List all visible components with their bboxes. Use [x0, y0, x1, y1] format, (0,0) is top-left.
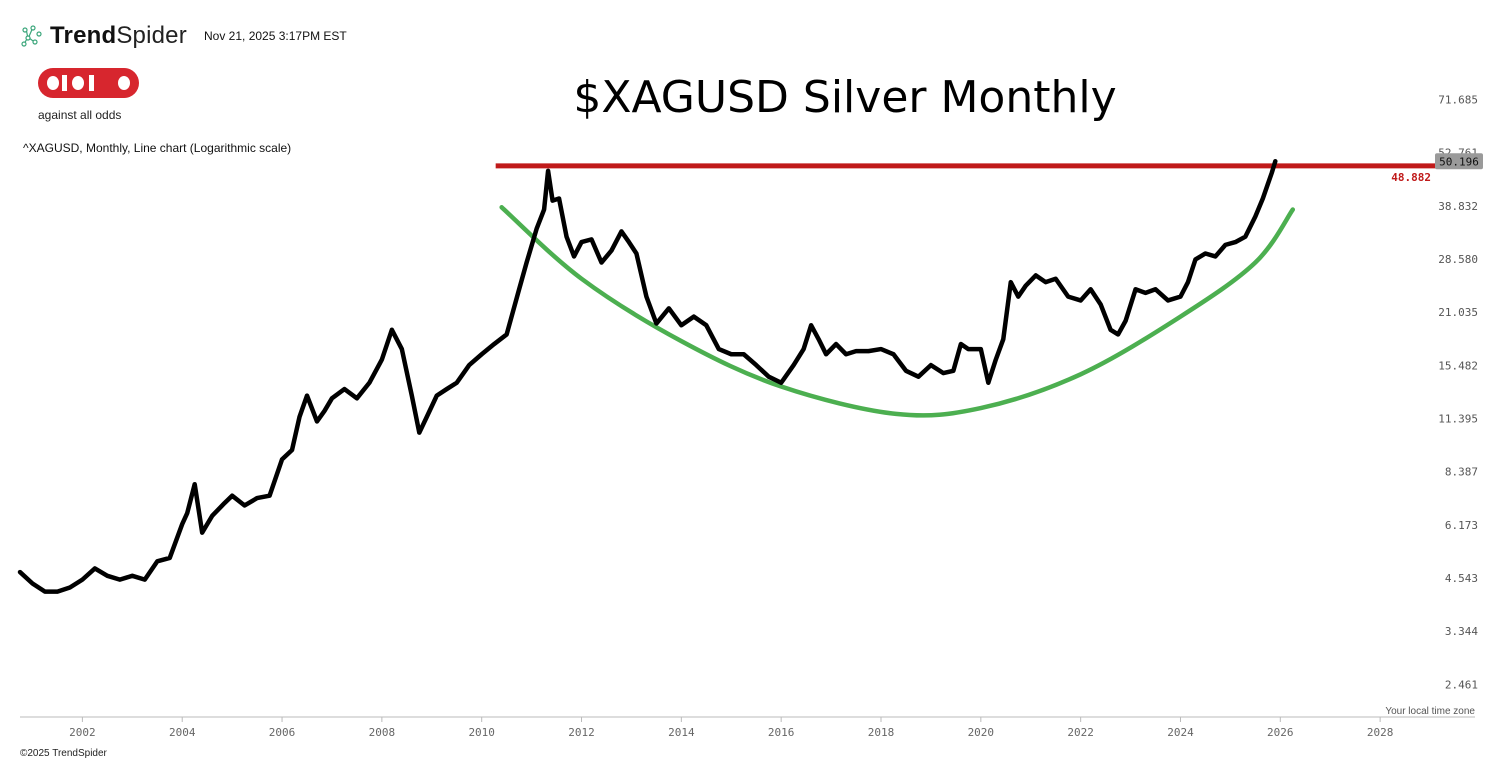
y-axis-ticks: 71.68552.76138.83228.58021.03515.48211.3… — [1438, 93, 1478, 691]
last-price-box — [1435, 153, 1483, 170]
brand-name-bold: Trend — [50, 22, 117, 49]
cup-curve-line — [499, 205, 1296, 418]
x-tick-label: 2016 — [768, 726, 795, 739]
chart-title: $XAGUSD Silver Monthly — [573, 72, 1117, 123]
x-tick-label: 2002 — [69, 726, 96, 739]
x-tick-label: 2012 — [568, 726, 595, 739]
y-tick-label: 28.580 — [1438, 253, 1478, 266]
y-tick-label: 2.461 — [1445, 678, 1478, 691]
silver-price-line — [17, 159, 1278, 594]
spider-network-icon — [21, 25, 42, 47]
x-tick-label: 2004 — [169, 726, 196, 739]
y-tick-label: 38.832 — [1438, 200, 1478, 213]
trendspider-logo: TrendSpider — [20, 22, 187, 50]
x-tick-label: 2008 — [369, 726, 396, 739]
x-tick-label: 2020 — [968, 726, 995, 739]
y-tick-label: 71.685 — [1438, 93, 1478, 106]
copyright: ©2025 TrendSpider — [20, 748, 107, 759]
resistance-level-label: 48.882 — [1391, 171, 1431, 184]
y-tick-label: 4.543 — [1445, 572, 1478, 585]
x-tick-label: 2006 — [269, 726, 296, 739]
timezone-label: Your local time zone — [1385, 706, 1475, 717]
y-tick-label: 8.387 — [1445, 466, 1478, 479]
last-price-label: 50.196 — [1439, 155, 1479, 168]
y-tick-label: 3.344 — [1445, 625, 1478, 638]
x-tick-label: 2026 — [1267, 726, 1294, 739]
aao-tagline: against all odds — [38, 108, 122, 122]
x-tick-label: 2028 — [1367, 726, 1394, 739]
x-axis: 2002 2004 2006 2008 2010 2012 2014 2016 2018 2020… — [20, 716, 1475, 739]
symbol-description: ^XAGUSD, Monthly, Line chart (Logarithmi… — [23, 141, 292, 155]
x-tick-label: 2022 — [1067, 726, 1094, 739]
y-tick-label: 11.395 — [1438, 412, 1478, 425]
x-tick-label: 2018 — [868, 726, 895, 739]
x-tick-label: 2014 — [668, 726, 695, 739]
brand-name-rest: Spider — [116, 22, 187, 49]
x-tick-label: 2010 — [468, 726, 495, 739]
timestamp: Nov 21, 2025 3:17PM EST — [204, 29, 347, 43]
y-tick-label: 6.173 — [1445, 519, 1478, 532]
aao-logo — [38, 68, 139, 98]
plot-area: 48.882 50.196 — [17, 153, 1483, 594]
y-tick-label: 15.482 — [1438, 359, 1478, 372]
x-tick-label: 2024 — [1167, 726, 1194, 739]
y-tick-label: 21.035 — [1438, 306, 1478, 319]
